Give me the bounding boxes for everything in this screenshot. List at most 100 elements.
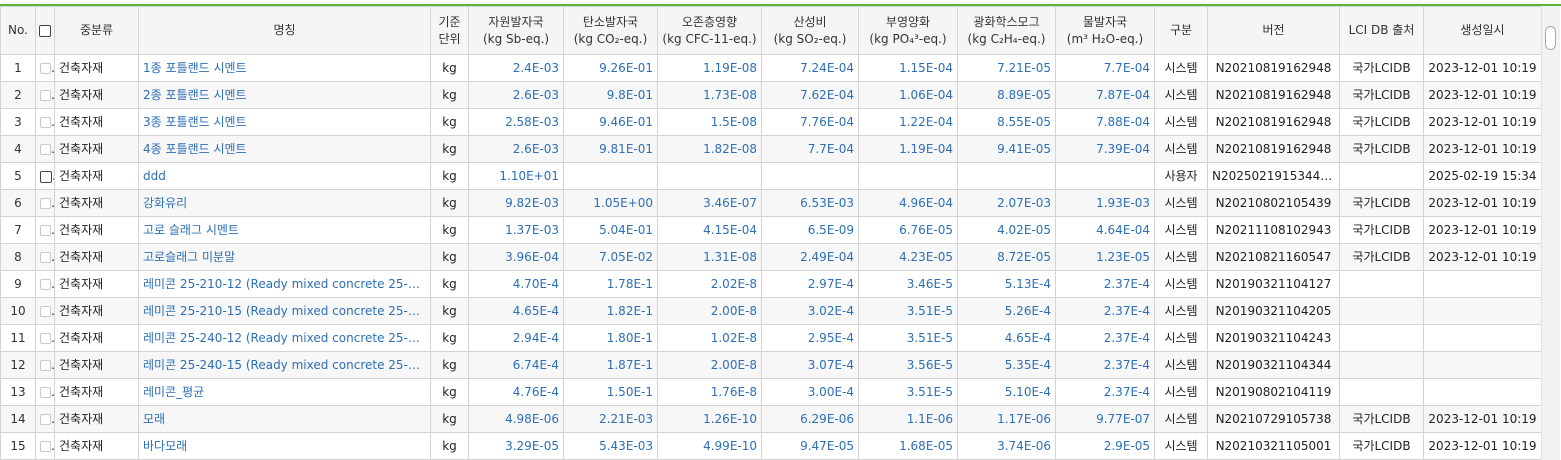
table-row[interactable]: 1 건축자재 1종 포틀랜드 시멘트 kg 2.4E-03 9.26E-01 1.19E-0… bbox=[0, 54, 1542, 82]
material-name-link[interactable]: 고로슬래그 미분말 bbox=[138, 243, 431, 271]
row-checkbox-cell[interactable] bbox=[35, 108, 55, 136]
row-checkbox[interactable] bbox=[40, 90, 51, 101]
material-name-link[interactable]: 레미콘 25-210-15 (Ready mixed concrete 25-2… bbox=[138, 297, 431, 325]
col-header-water-footprint[interactable]: 물발자국 (m³ H₂O-eq.) bbox=[1055, 6, 1155, 55]
select-all-checkbox-cell[interactable] bbox=[35, 6, 55, 55]
row-checkbox-cell[interactable] bbox=[35, 297, 55, 325]
table-row[interactable]: 12 건축자재 레미콘 25-240-15 (Ready mixed concret… bbox=[0, 351, 1542, 379]
material-name-link[interactable]: 바다모래 bbox=[138, 432, 431, 460]
scrollbar-thumb[interactable] bbox=[1545, 26, 1556, 50]
value-cell-carbon: 2.21E-03 bbox=[563, 405, 658, 433]
row-checkbox-cell[interactable] bbox=[35, 135, 55, 163]
row-checkbox-cell[interactable] bbox=[35, 189, 55, 217]
material-name-link[interactable]: 레미콘 25-210-12 (Ready mixed concrete 25-2… bbox=[138, 270, 431, 298]
row-checkbox-cell[interactable] bbox=[35, 216, 55, 244]
row-checkbox-cell[interactable] bbox=[35, 270, 55, 298]
value-cell-ozone: 1.5E-08 bbox=[657, 108, 762, 136]
value-cell-eutro: 1.1E-06 bbox=[858, 405, 958, 433]
unit-cell: kg bbox=[430, 135, 469, 163]
table-row[interactable]: 8 건축자재 고로슬래그 미분말 kg 3.96E-04 7.05E-02 1.31E-08… bbox=[0, 243, 1542, 271]
value-cell-carbon: 1.87E-1 bbox=[563, 351, 658, 379]
row-checkbox-cell[interactable] bbox=[35, 324, 55, 352]
row-checkbox-cell[interactable] bbox=[35, 351, 55, 379]
value-cell-acid: 6.53E-03 bbox=[761, 189, 859, 217]
row-checkbox-cell[interactable] bbox=[35, 162, 55, 190]
row-checkbox[interactable] bbox=[40, 360, 51, 371]
material-name-link[interactable]: 레미콘 25-240-15 (Ready mixed concrete 25-2… bbox=[138, 351, 431, 379]
material-name-link[interactable]: 레미콘 25-240-12 (Ready mixed concrete 25-2… bbox=[138, 324, 431, 352]
value-cell-ozone: 2.02E-8 bbox=[657, 270, 762, 298]
material-name-link[interactable]: 강화유리 bbox=[138, 189, 431, 217]
col-header-acid-rain[interactable]: 산성비 (kg SO₂-eq.) bbox=[761, 6, 859, 55]
table-row[interactable]: 14 건축자재 모래 kg 4.98E-06 2.21E-03 1.26E-10 6.29E-… bbox=[0, 405, 1542, 433]
row-checkbox[interactable] bbox=[40, 279, 51, 290]
row-checkbox[interactable] bbox=[40, 225, 51, 236]
table-row[interactable]: 7 건축자재 고로 슬래그 시멘트 kg 1.37E-03 5.04E-01 4.15E-0… bbox=[0, 216, 1542, 244]
value-cell-water: 4.64E-04 bbox=[1055, 216, 1155, 244]
row-checkbox[interactable] bbox=[40, 414, 51, 425]
row-checkbox-cell[interactable] bbox=[35, 81, 55, 109]
select-all-checkbox[interactable] bbox=[39, 24, 51, 37]
table-row[interactable]: 13 건축자재 레미콘_평균 kg 4.76E-4 1.50E-1 1.76E-8 3.00E… bbox=[0, 378, 1542, 406]
col-header-version[interactable]: 버전 bbox=[1207, 6, 1340, 55]
table-row[interactable]: 9 건축자재 레미콘 25-210-12 (Ready mixed concrete… bbox=[0, 270, 1542, 298]
source-cell bbox=[1339, 378, 1424, 406]
col-header-photochemical-smog[interactable]: 광화학스모그 (kg C₂H₄-eq.) bbox=[957, 6, 1056, 55]
row-number: 6 bbox=[0, 189, 36, 217]
col-header-type[interactable]: 구분 bbox=[1154, 6, 1208, 55]
table-row[interactable]: 3 건축자재 3종 포틀랜드 시멘트 kg 2.58E-03 9.46E-01 1.5E-0… bbox=[0, 108, 1542, 136]
material-name-link[interactable]: 3종 포틀랜드 시멘트 bbox=[138, 108, 431, 136]
table-row[interactable]: 6 건축자재 강화유리 kg 9.82E-03 1.05E+00 3.46E-07 6.53E… bbox=[0, 189, 1542, 217]
col-header-name[interactable]: 명칭 bbox=[138, 6, 431, 55]
row-number: 11 bbox=[0, 324, 36, 352]
col-header-category[interactable]: 중분류 bbox=[54, 6, 139, 55]
col-header-eutrophication[interactable]: 부영양화 (kg PO₄³-eq.) bbox=[858, 6, 958, 55]
col-header-carbon-footprint[interactable]: 탄소발자국 (kg CO₂-eq.) bbox=[563, 6, 658, 55]
col-header-unit-label: (kg CO₂-eq.) bbox=[573, 31, 648, 46]
row-checkbox[interactable] bbox=[40, 198, 51, 209]
vertical-scrollbar[interactable] bbox=[1541, 6, 1560, 460]
value-cell-carbon: 1.82E-1 bbox=[563, 297, 658, 325]
row-checkbox[interactable] bbox=[40, 306, 51, 317]
row-checkbox-cell[interactable] bbox=[35, 378, 55, 406]
created-cell bbox=[1423, 351, 1542, 379]
col-header-no[interactable]: No. bbox=[0, 6, 36, 55]
material-name-link[interactable]: 4종 포틀랜드 시멘트 bbox=[138, 135, 431, 163]
col-header-ozone-impact[interactable]: 오존층영향 (kg CFC-11-eq.) bbox=[657, 6, 762, 55]
created-cell bbox=[1423, 324, 1542, 352]
value-cell-acid: 7.76E-04 bbox=[761, 108, 859, 136]
material-name-link[interactable]: 모래 bbox=[138, 405, 431, 433]
table-row[interactable]: 4 건축자재 4종 포틀랜드 시멘트 kg 2.6E-03 9.81E-01 1.82E-0… bbox=[0, 135, 1542, 163]
col-header-source[interactable]: LCI DB 출처 bbox=[1339, 6, 1424, 55]
row-checkbox[interactable] bbox=[40, 441, 51, 452]
row-checkbox[interactable] bbox=[40, 170, 52, 183]
row-number: 1 bbox=[0, 54, 36, 82]
material-name-link[interactable]: 1종 포틀랜드 시멘트 bbox=[138, 54, 431, 82]
row-checkbox[interactable] bbox=[40, 252, 51, 263]
col-header-resource-footprint[interactable]: 자원발자국 (kg Sb-eq.) bbox=[468, 6, 564, 55]
table-row[interactable]: 10 건축자재 레미콘 25-210-15 (Ready mixed concret… bbox=[0, 297, 1542, 325]
row-checkbox-cell[interactable] bbox=[35, 54, 55, 82]
row-checkbox[interactable] bbox=[40, 387, 51, 398]
material-name-link[interactable]: 레미콘_평균 bbox=[138, 378, 431, 406]
material-name-link[interactable]: ddd bbox=[138, 162, 431, 190]
row-checkbox[interactable] bbox=[40, 333, 51, 344]
col-header-created[interactable]: 생성일시 bbox=[1423, 6, 1542, 55]
row-checkbox[interactable] bbox=[40, 117, 51, 128]
value-cell-ozone: 2.00E-8 bbox=[657, 297, 762, 325]
col-header-unit[interactable]: 기준 단위 bbox=[430, 6, 469, 55]
material-name-link[interactable]: 2종 포틀랜드 시멘트 bbox=[138, 81, 431, 109]
table-row[interactable]: 2 건축자재 2종 포틀랜드 시멘트 kg 2.6E-03 9.8E-01 1.73E-08… bbox=[0, 81, 1542, 109]
row-checkbox[interactable] bbox=[40, 144, 51, 155]
value-cell-resource: 2.94E-4 bbox=[468, 324, 564, 352]
table-row[interactable]: 11 건축자재 레미콘 25-240-12 (Ready mixed concret… bbox=[0, 324, 1542, 352]
table-row[interactable]: 15 건축자재 바다모래 kg 3.29E-05 5.43E-03 4.99E-10 9.47… bbox=[0, 432, 1542, 460]
version-cell: N20210819162948 bbox=[1207, 108, 1340, 136]
material-name-link[interactable]: 고로 슬래그 시멘트 bbox=[138, 216, 431, 244]
col-header-label: 자원발자국 bbox=[488, 14, 544, 29]
row-checkbox[interactable] bbox=[40, 63, 51, 74]
row-checkbox-cell[interactable] bbox=[35, 405, 55, 433]
row-checkbox-cell[interactable] bbox=[35, 243, 55, 271]
row-checkbox-cell[interactable] bbox=[35, 432, 55, 460]
